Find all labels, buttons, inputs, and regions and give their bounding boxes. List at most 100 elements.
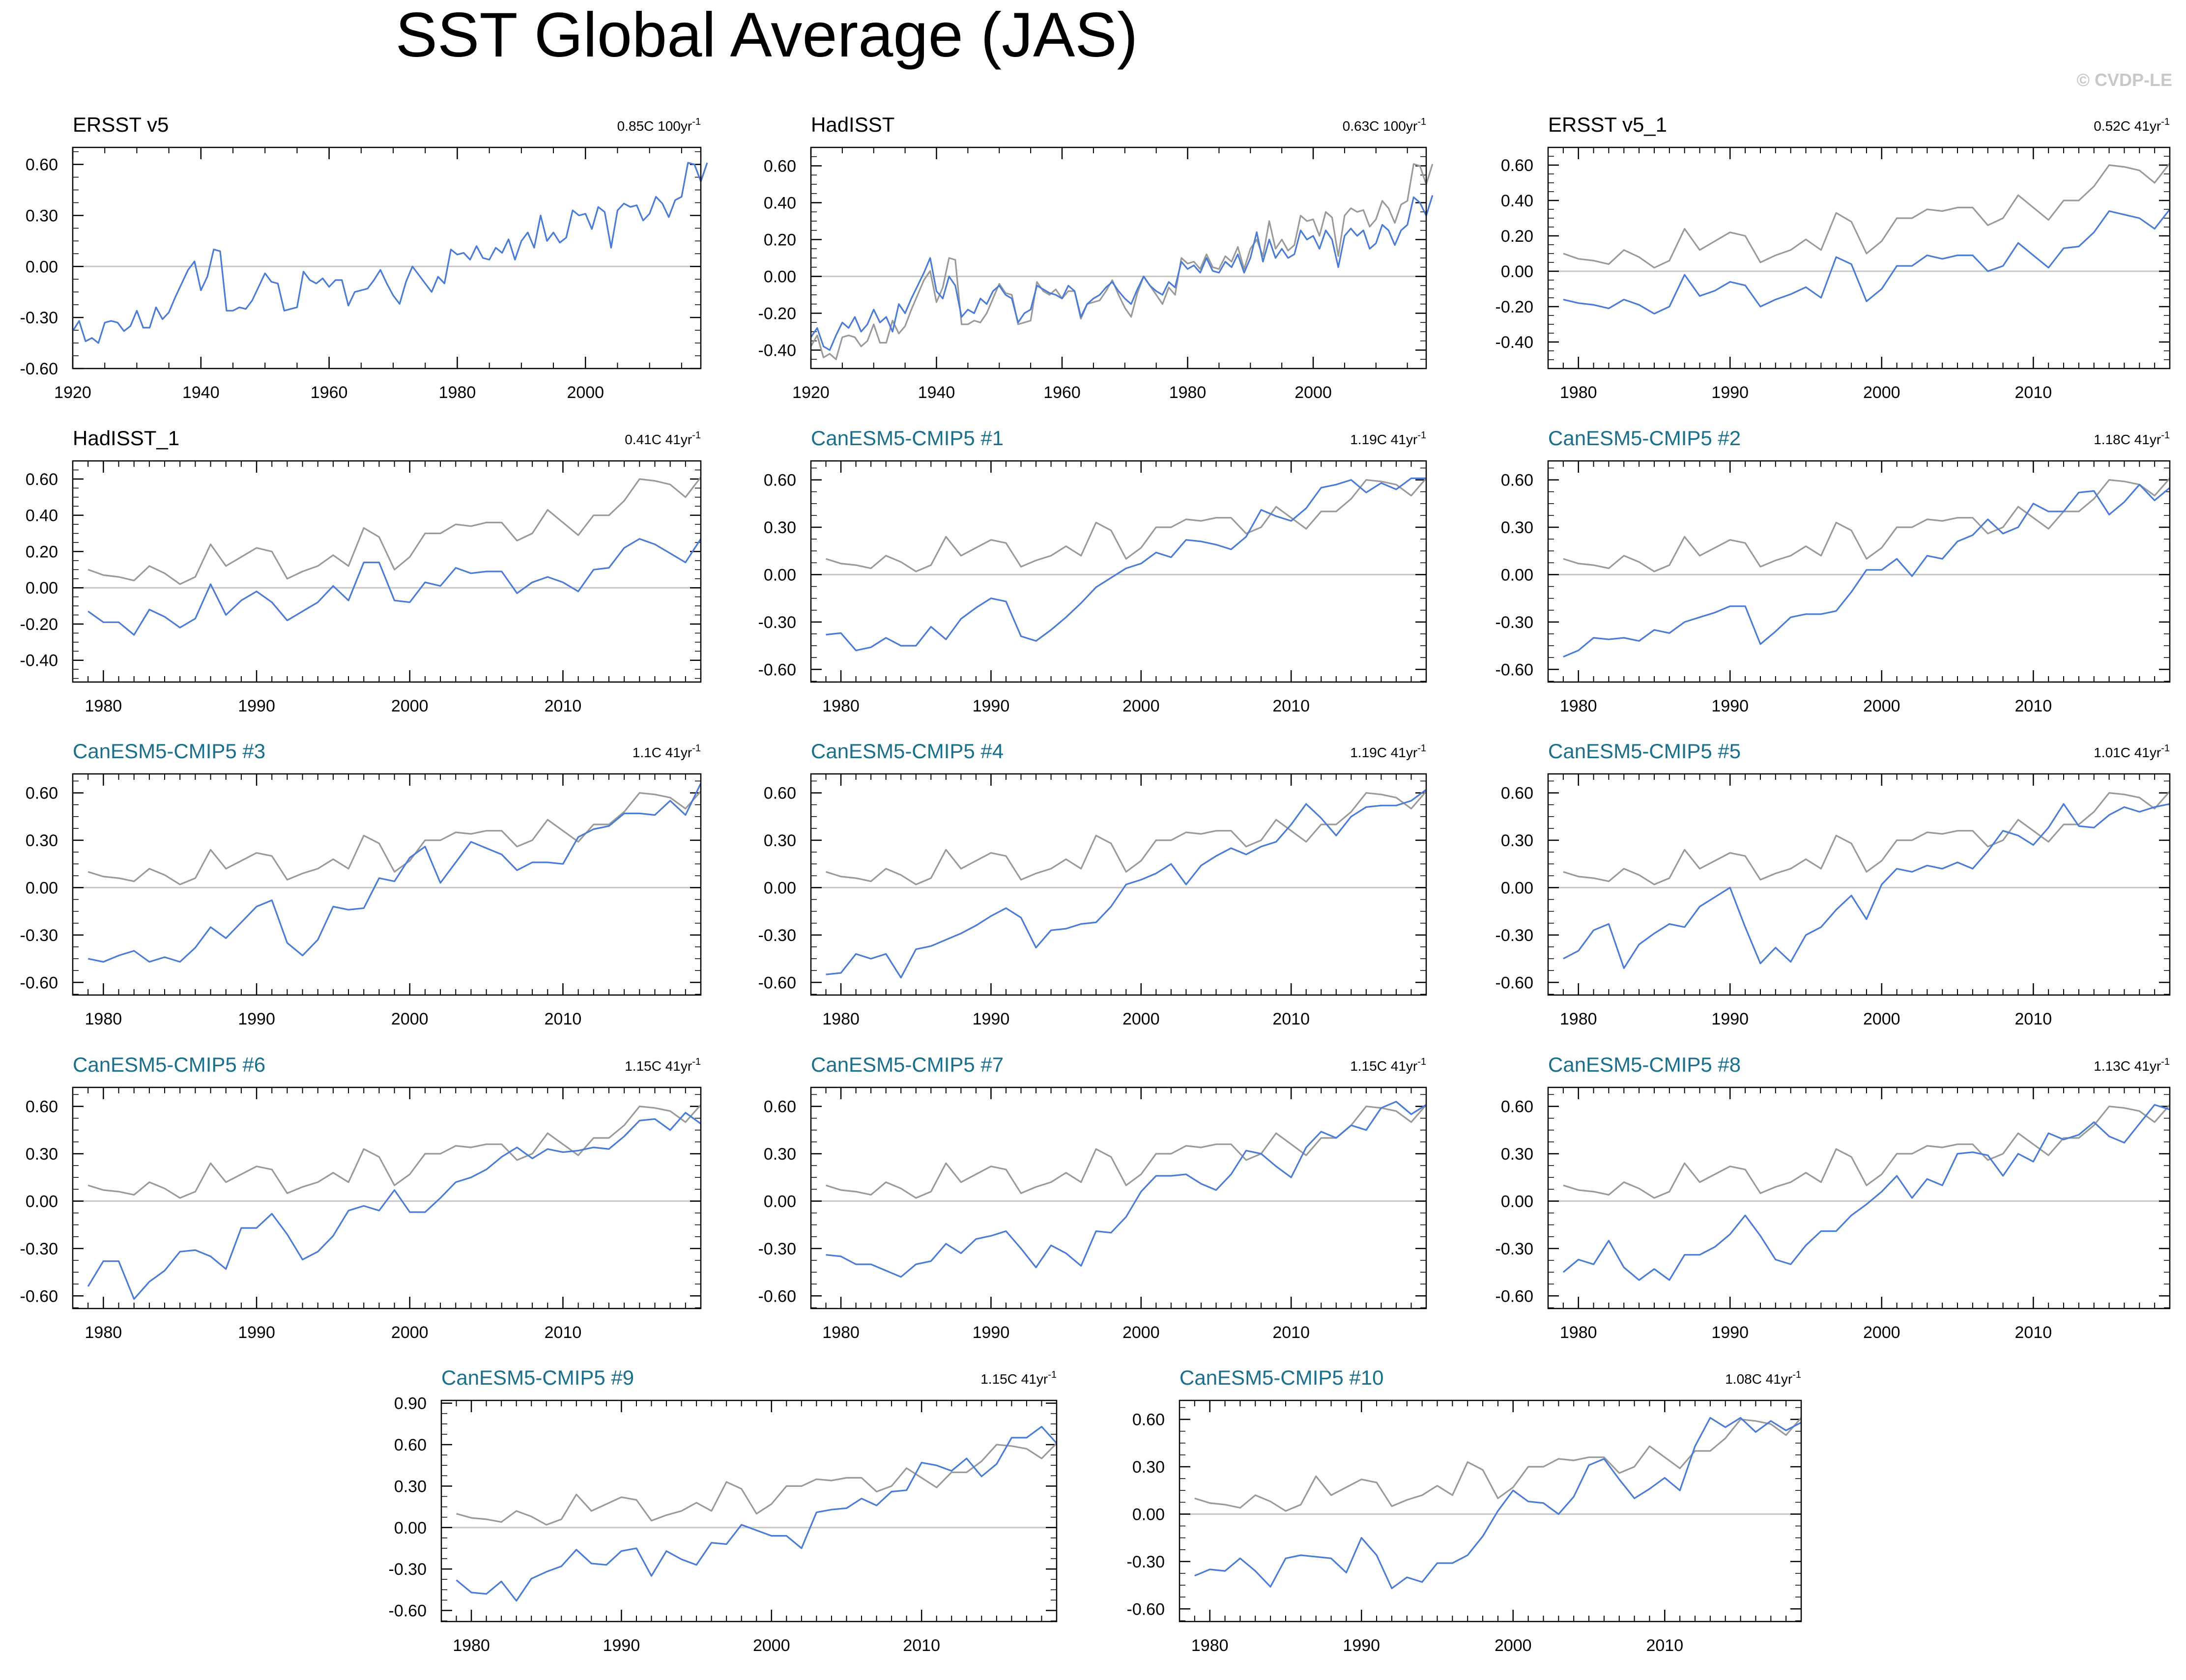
- y-tick-label: 0.60: [1501, 471, 1533, 490]
- trend-value: 1.01C 41yr: [2094, 745, 2161, 760]
- x-tick-label: 2010: [2014, 383, 2052, 402]
- x-tick-label: 1990: [238, 1010, 275, 1028]
- trend-value: 0.41C 41yr: [625, 432, 692, 447]
- y-tick-label: 0.00: [26, 257, 58, 276]
- trend-label: 1.18C 41yr-1: [2094, 430, 2170, 447]
- y-tick-label: -0.60: [20, 1287, 58, 1306]
- y-tick-label: -0.30: [1496, 926, 1534, 945]
- reference-series-line: [1563, 791, 2171, 885]
- chart-panel: CanESM5-CMIP5 #2 1.18C 41yr-1 1980 1990 2000…: [1496, 427, 2171, 715]
- x-tick-label: 2010: [2014, 1010, 2052, 1028]
- panel-title: CanESM5-CMIP5 #1: [811, 427, 1004, 450]
- x-tick-label: 1990: [1711, 1323, 1749, 1342]
- series-line: [810, 195, 1434, 351]
- x-tick-label: 2010: [1272, 1323, 1310, 1342]
- trend-label: 0.63C 100yr-1: [1343, 116, 1426, 134]
- trend-label: 0.52C 41yr-1: [2094, 116, 2170, 134]
- y-tick-label: 0.20: [26, 542, 58, 561]
- chart-panel: CanESM5-CMIP5 #6 1.15C 41yr-1 1980 1990 2000…: [20, 1053, 702, 1342]
- x-tick-label: 2010: [545, 1010, 582, 1028]
- series-line: [1563, 803, 2170, 969]
- trend-value: 1.13C 41yr: [2094, 1058, 2161, 1074]
- x-tick-label: 2000: [391, 1010, 429, 1028]
- reference-series-line: [826, 1104, 1427, 1199]
- trend-value: 1.19C 41yr: [1350, 432, 1417, 447]
- chart-panel: CanESM5-CMIP5 #3 1.1C 41yr-1 1980 1990 2000 2…: [20, 740, 702, 1028]
- plot-frame: [810, 773, 1427, 996]
- series-line: [1563, 209, 2171, 315]
- trend-value: 1.08C 41yr: [1725, 1371, 1792, 1387]
- y-tick-label: -0.60: [1496, 660, 1534, 679]
- trend-value: 0.85C 100yr: [617, 118, 692, 134]
- x-tick-label: 1980: [1560, 697, 1597, 715]
- x-tick-label: 2010: [2014, 697, 2052, 715]
- panel-title: CanESM5-CMIP5 #8: [1548, 1053, 1741, 1076]
- trend-label: 1.19C 41yr-1: [1350, 743, 1426, 760]
- y-tick-label: -0.40: [20, 652, 58, 670]
- plot-frame: [1547, 1086, 2171, 1310]
- y-tick-label: 0.30: [764, 518, 796, 537]
- chart-panel: CanESM5-CMIP5 #4 1.19C 41yr-1 1980 1990 2000…: [758, 740, 1427, 1028]
- y-tick-label: -0.30: [20, 926, 58, 945]
- x-tick-label: 1960: [311, 383, 348, 402]
- x-tick-label: 1980: [1169, 383, 1207, 402]
- y-tick-label: 0.00: [1501, 566, 1533, 584]
- series-line: [826, 1101, 1427, 1278]
- x-tick-label: 1990: [1343, 1636, 1380, 1655]
- panel-title: HadISST_1: [73, 427, 179, 450]
- series-line: [87, 1111, 701, 1300]
- plot-frame: [1547, 460, 2171, 683]
- y-tick-label: -0.20: [758, 305, 797, 323]
- x-tick-label: 2000: [1863, 697, 1900, 715]
- y-tick-label: 0.00: [1501, 879, 1533, 897]
- x-tick-label: 2010: [545, 1323, 582, 1342]
- x-tick-label: 2010: [1646, 1636, 1683, 1655]
- y-tick-label: 0.60: [764, 471, 796, 490]
- trend-exponent: -1: [1417, 116, 1426, 127]
- y-tick-label: 0.00: [26, 1192, 58, 1211]
- x-tick-label: 1980: [822, 1010, 860, 1028]
- x-tick-label: 1990: [238, 697, 275, 715]
- y-tick-label: 0.60: [394, 1436, 427, 1454]
- y-tick-label: -0.60: [1496, 1287, 1534, 1306]
- trend-label: 1.1C 41yr-1: [633, 743, 701, 760]
- y-tick-label: 0.30: [26, 831, 58, 850]
- y-tick-label: 0.60: [764, 157, 796, 176]
- x-tick-label: 2000: [391, 1323, 429, 1342]
- reference-series-line: [87, 477, 702, 585]
- y-tick-label: -0.60: [758, 973, 797, 992]
- chart-panel: HadISST_1 0.41C 41yr-1 1980 1990 2000 2010 -0.…: [20, 427, 702, 715]
- y-tick-label: 0.00: [764, 268, 796, 286]
- chart-panel: CanESM5-CMIP5 #1 1.19C 41yr-1 1980 1990 2000…: [758, 427, 1427, 715]
- y-tick-label: -0.30: [758, 926, 797, 945]
- y-tick-label: 0.30: [1501, 518, 1533, 537]
- y-tick-label: 0.00: [764, 1192, 796, 1211]
- trend-label: 0.85C 100yr-1: [617, 116, 701, 134]
- trend-exponent: -1: [2161, 430, 2170, 441]
- panel-title: CanESM5-CMIP5 #3: [73, 740, 265, 763]
- y-tick-label: 0.00: [394, 1519, 427, 1538]
- y-tick-label: -0.30: [1496, 613, 1534, 632]
- y-tick-label: -0.30: [1127, 1553, 1165, 1571]
- trend-label: 1.01C 41yr-1: [2094, 743, 2170, 760]
- trend-value: 0.52C 41yr: [2094, 118, 2161, 134]
- y-tick-label: 0.40: [26, 507, 58, 525]
- x-tick-label: 1920: [792, 383, 830, 402]
- y-tick-label: 0.30: [1501, 831, 1533, 850]
- reference-series-line: [1563, 163, 2171, 269]
- x-tick-label: 1920: [54, 383, 91, 402]
- trend-value: 1.15C 41yr: [1350, 1058, 1417, 1074]
- x-tick-label: 1990: [973, 1323, 1010, 1342]
- x-tick-label: 2000: [567, 383, 604, 402]
- y-tick-label: 0.90: [394, 1395, 427, 1413]
- x-tick-label: 1960: [1043, 383, 1081, 402]
- series-line: [1562, 1104, 2170, 1281]
- x-tick-label: 2010: [903, 1636, 940, 1655]
- y-tick-label: 0.60: [26, 1098, 58, 1116]
- y-tick-label: 0.60: [1132, 1411, 1165, 1429]
- y-tick-label: 0.30: [26, 206, 58, 225]
- plot-frame: [72, 773, 702, 996]
- y-tick-label: -0.40: [758, 342, 797, 360]
- trend-exponent: -1: [692, 430, 701, 441]
- y-tick-label: 0.30: [1501, 1145, 1533, 1164]
